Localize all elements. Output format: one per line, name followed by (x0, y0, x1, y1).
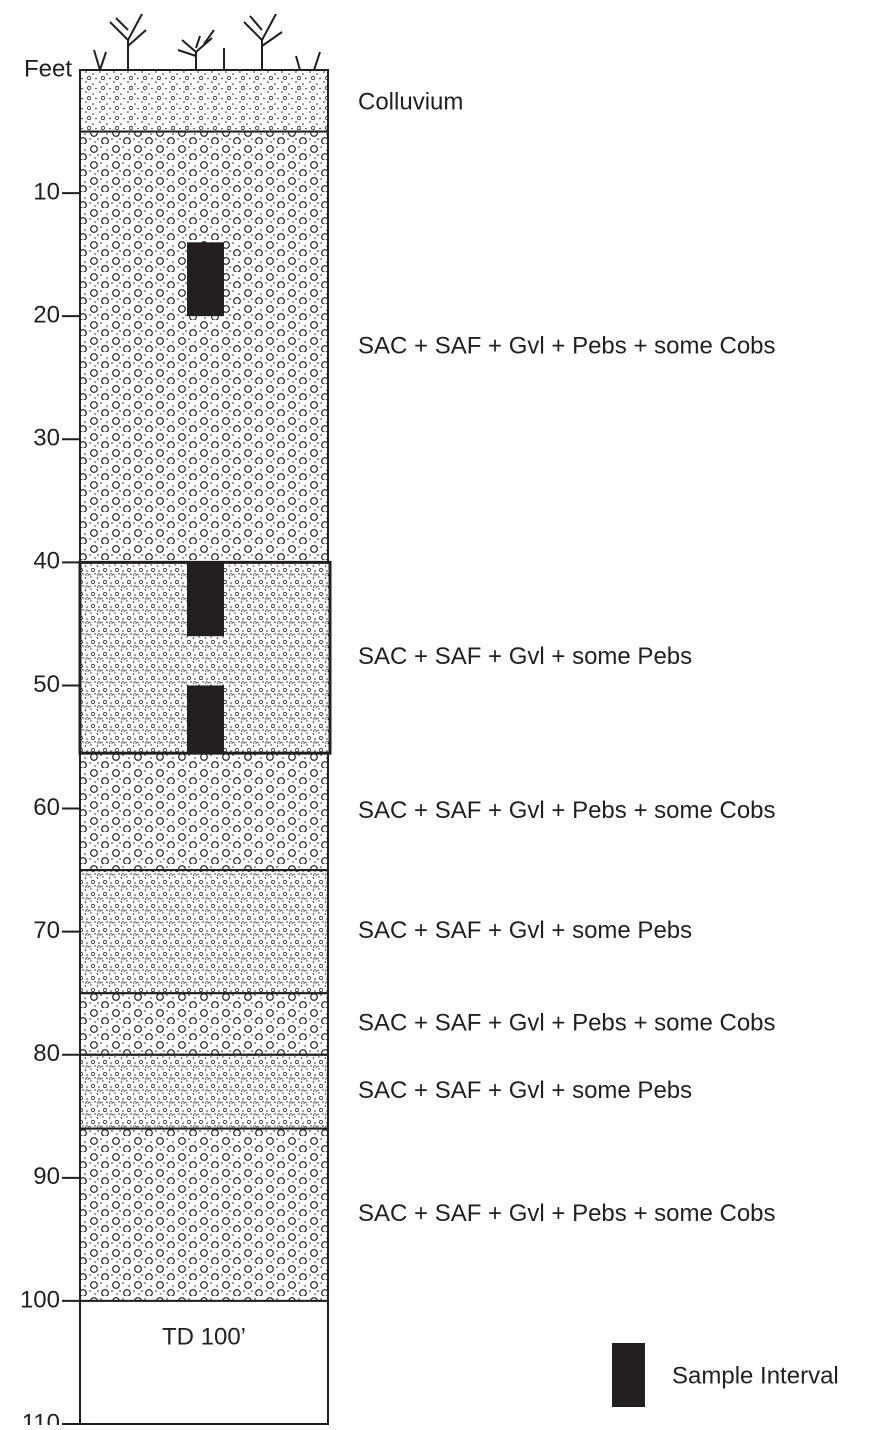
tick-label: 110 (22, 1409, 60, 1425)
layer (79, 752, 329, 872)
tick-label: 70 (33, 917, 60, 944)
layer-description: SAC + SAF + Gvl + some Pebs (358, 643, 692, 670)
layer (79, 130, 329, 564)
legend-swatch (612, 1343, 645, 1407)
sample-interval (187, 242, 224, 317)
layer-description: SAC + SAF + Gvl + some Pebs (358, 917, 692, 944)
tick-label: Feet (24, 55, 72, 82)
layer-description: SAC + SAF + Gvl + Pebs + some Cobs (358, 1009, 776, 1036)
layer-description: Colluvium (358, 88, 463, 115)
tick-label: 30 (33, 425, 60, 452)
layer-description: SAC + SAF + Gvl + Pebs + some Cobs (358, 797, 776, 824)
tick-label: 100 (20, 1286, 60, 1313)
layer (79, 992, 329, 1056)
vegetation (93, 13, 321, 71)
tick-label: 60 (33, 794, 60, 821)
tick-label: 20 (33, 302, 60, 329)
tick-label: 50 (33, 671, 60, 698)
layer (79, 869, 329, 995)
layer (79, 69, 329, 133)
layer-description: SAC + SAF + Gvl + Pebs + some Cobs (358, 332, 776, 359)
sample-interval (187, 562, 224, 637)
tick-label: 10 (33, 178, 60, 205)
legend-label: Sample Interval (672, 1362, 839, 1389)
layer-description: SAC + SAF + Gvl + some Pebs (358, 1077, 692, 1104)
tick-label: 40 (33, 548, 60, 575)
total-depth-box (79, 1299, 329, 1425)
layer (79, 1127, 329, 1302)
tick-label: 80 (33, 1040, 60, 1067)
total-depth-label: TD 100’ (162, 1323, 246, 1350)
layer (79, 1053, 329, 1130)
layer-description: SAC + SAF + Gvl + Pebs + some Cobs (358, 1200, 776, 1227)
sample-interval (187, 685, 224, 754)
tick-label: 90 (33, 1163, 60, 1190)
